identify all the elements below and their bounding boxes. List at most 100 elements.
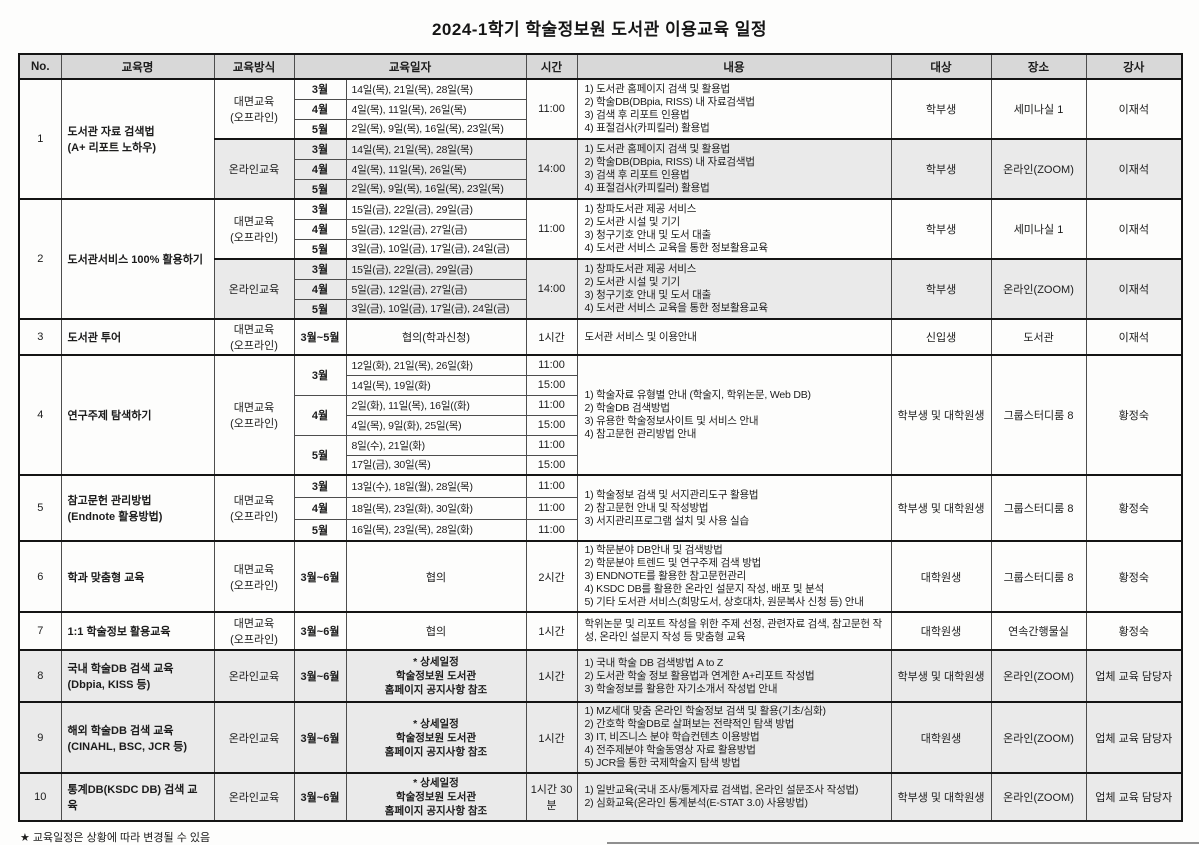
cell-time: 15:00	[525, 414, 578, 436]
col-header-target: 대상	[890, 53, 992, 80]
cell-month: 4월	[293, 218, 347, 240]
col-header-time: 시간	[525, 53, 578, 80]
cell-dates: 협의	[345, 611, 527, 651]
cell-target: 학부생	[890, 258, 992, 320]
cell-instructor: 업체 교육 담당자	[1085, 649, 1183, 703]
cell-method: 대면교육 (오프라인)	[213, 354, 295, 476]
cell-time: 15:00	[525, 374, 578, 396]
col-header-date: 교육일자	[293, 53, 527, 80]
table-row: 5월 3일(금), 10일(금), 17일(금), 24일(금)	[19, 298, 1182, 320]
cell-course-name: 해외 학술DB 검색 교육 (CINAHL, BSC, JCR 등)	[60, 701, 215, 774]
cell-place: 온라인(ZOOM)	[990, 649, 1087, 703]
cell-time: 1시간	[525, 701, 578, 774]
cell-instructor: 이재석	[1085, 318, 1183, 356]
cell-course-name: 1:1 학술정보 활용교육	[60, 611, 215, 651]
cell-content: 1) 학술정보 검색 및 서지관리도구 활용법 2) 참고문헌 안내 및 작성방…	[576, 474, 892, 542]
table-row: 4월 2일(화), 11일(목), 16일((화) 11:00	[19, 394, 1182, 436]
cell-content: 1) 창파도서관 제공 서비스 2) 도서관 시설 및 기기 3) 청구기호 안…	[576, 198, 892, 260]
col-header-no: No.	[18, 53, 62, 80]
cell-course-name: 학과 맞춤형 교육	[60, 540, 215, 613]
cell-dates: 5일(금), 12일(금), 27일(금)	[345, 218, 527, 240]
cell-no: 1	[18, 78, 62, 200]
cell-content: 1) 일반교육(국내 조사/통계자료 검색법, 온라인 설문조사 작성법) 2)…	[576, 772, 892, 822]
col-header-instructor: 강사	[1085, 53, 1183, 80]
cell-method: 온라인교육	[213, 772, 295, 822]
table-row: 4월 18일(목), 23일(화), 30일(화) 11:00	[19, 496, 1182, 520]
cell-dates: 12일(화), 21일(목), 26일(화)	[345, 354, 527, 376]
cell-course-name: 국내 학술DB 검색 교육 (Dbpia, KISS 등)	[60, 649, 215, 703]
table-row: 5월 3일(금), 10일(금), 17일(금), 24일(금)	[19, 238, 1182, 260]
cell-dates: 15일(금), 22일(금), 29일(금)	[345, 258, 527, 280]
cell-month: 3월	[293, 138, 347, 160]
table-row: 3 도서관 투어 대면교육 (오프라인) 3월~5월 협의(학과신청) 1시간 …	[18, 318, 1183, 356]
cell-month: 3월~6월	[293, 772, 347, 822]
cell-dates: 2일(화), 11일(목), 16일((화)	[345, 394, 527, 416]
cell-target: 학부생	[890, 198, 992, 260]
cell-place: 그룹스터디룸 8	[990, 354, 1087, 476]
table-row: 10 통계DB(KSDC DB) 검색 교육 온라인교육 3월~6월 * 상세일…	[18, 772, 1183, 822]
cell-no: 8	[18, 649, 62, 703]
cell-instructor: 이재석	[1085, 78, 1183, 140]
scan-edge-artifact	[607, 842, 1199, 844]
cell-time: 11:00	[525, 496, 578, 520]
cell-target: 학부생	[890, 78, 992, 140]
cell-month: 3월	[293, 258, 347, 280]
cell-dates: 14일(목), 21일(목), 28일(목)	[345, 138, 527, 160]
cell-month: 4월	[293, 278, 347, 300]
cell-method: 대면교육 (오프라인)	[213, 611, 295, 651]
cell-dates: * 상세일정 학술정보원 도서관 홈페이지 공지사항 참조	[345, 701, 527, 774]
cell-dates: 4일(목), 11일(목), 26일(목)	[345, 98, 527, 120]
cell-month: 3월	[293, 354, 347, 396]
table-row: 5월 2일(목), 9일(목), 16일(목), 23일(목)	[19, 118, 1182, 140]
cell-month: 4월	[293, 158, 347, 180]
cell-target: 대학원생	[890, 611, 992, 651]
cell-course-name: 통계DB(KSDC DB) 검색 교육	[60, 772, 215, 822]
table-row: 8 국내 학술DB 검색 교육 (Dbpia, KISS 등) 온라인교육 3월…	[18, 649, 1183, 703]
cell-dates: 3일(금), 10일(금), 17일(금), 24일(금)	[345, 238, 527, 260]
table-row: 2 도서관서비스 100% 활용하기 대면교육 (오프라인) 3월 15일(금)…	[18, 198, 1183, 320]
cell-content: 1) 도서관 홈페이지 검색 및 활용법 2) 학술DB(DBpia, RISS…	[576, 78, 892, 140]
cell-dates: 협의(학과신청)	[345, 318, 527, 356]
cell-dates: * 상세일정 학술정보원 도서관 홈페이지 공지사항 참조	[345, 649, 527, 703]
table-row: 5월 2일(목), 9일(목), 16일(목), 23일(목)	[19, 178, 1182, 200]
col-header-place: 장소	[990, 53, 1087, 80]
cell-target: 학부생 및 대학원생	[890, 649, 992, 703]
table-row: 온라인교육 3월 14일(목), 21일(목), 28일(목) 14:00 1)…	[19, 138, 1183, 200]
cell-month: 4월	[293, 496, 347, 520]
cell-no: 2	[18, 198, 62, 320]
cell-place: 세미나실 1	[990, 78, 1087, 140]
cell-instructor: 황정숙	[1085, 611, 1183, 651]
table-row: 5월 8일(수), 21일(화) 11:00	[19, 434, 1182, 476]
table-row: 5월 16일(목), 23일(목), 28일(화) 11:00	[19, 518, 1182, 542]
cell-content: 1) 학문분야 DB안내 및 검색방법 2) 학문분야 트렌드 및 연구주제 검…	[576, 540, 892, 613]
cell-time: 11:00	[525, 474, 578, 498]
table-row: 4월 4일(목), 11일(목), 26일(목)	[19, 158, 1182, 180]
col-header-content: 내용	[576, 53, 892, 80]
cell-course-name: 참고문헌 관리방법 (Endnote 활용방법)	[60, 474, 215, 542]
cell-time: 1시간 30분	[525, 772, 578, 822]
cell-time: 15:00	[525, 454, 578, 476]
cell-month: 3월	[293, 474, 347, 498]
cell-content: 1) MZ세대 맞춤 온라인 학술정보 검색 및 활용(기초/심화) 2) 간호…	[576, 701, 892, 774]
cell-place: 그룹스터디룸 8	[990, 540, 1087, 613]
cell-content: 1) 국내 학술 DB 검색방법 A to Z 2) 도서관 학술 정보 활용법…	[576, 649, 892, 703]
cell-target: 대학원생	[890, 701, 992, 774]
cell-dates: 16일(목), 23일(목), 28일(화)	[345, 518, 527, 542]
cell-place: 온라인(ZOOM)	[990, 138, 1087, 200]
cell-method: 온라인교육	[213, 701, 295, 774]
cell-time: 11:00	[525, 434, 578, 456]
cell-method: 대면교육 (오프라인)	[213, 540, 295, 613]
cell-dates: * 상세일정 학술정보원 도서관 홈페이지 공지사항 참조	[345, 772, 527, 822]
cell-no: 10	[18, 772, 62, 822]
cell-instructor: 이재석	[1085, 198, 1183, 260]
cell-method: 대면교육 (오프라인)	[213, 78, 295, 140]
cell-content: 1) 창파도서관 제공 서비스 2) 도서관 시설 및 기기 3) 청구기호 안…	[576, 258, 892, 320]
cell-place: 그룹스터디룸 8	[990, 474, 1087, 542]
cell-no: 6	[18, 540, 62, 613]
table-row: 6 학과 맞춤형 교육 대면교육 (오프라인) 3월~6월 협의 2시간 1) …	[18, 540, 1183, 613]
cell-time: 11:00	[525, 78, 578, 140]
table-row: 4월 5일(금), 12일(금), 27일(금)	[19, 278, 1182, 300]
cell-dates: 13일(수), 18일(월), 28일(목)	[345, 474, 527, 498]
cell-dates: 17일(금), 30일(목)	[345, 454, 527, 476]
